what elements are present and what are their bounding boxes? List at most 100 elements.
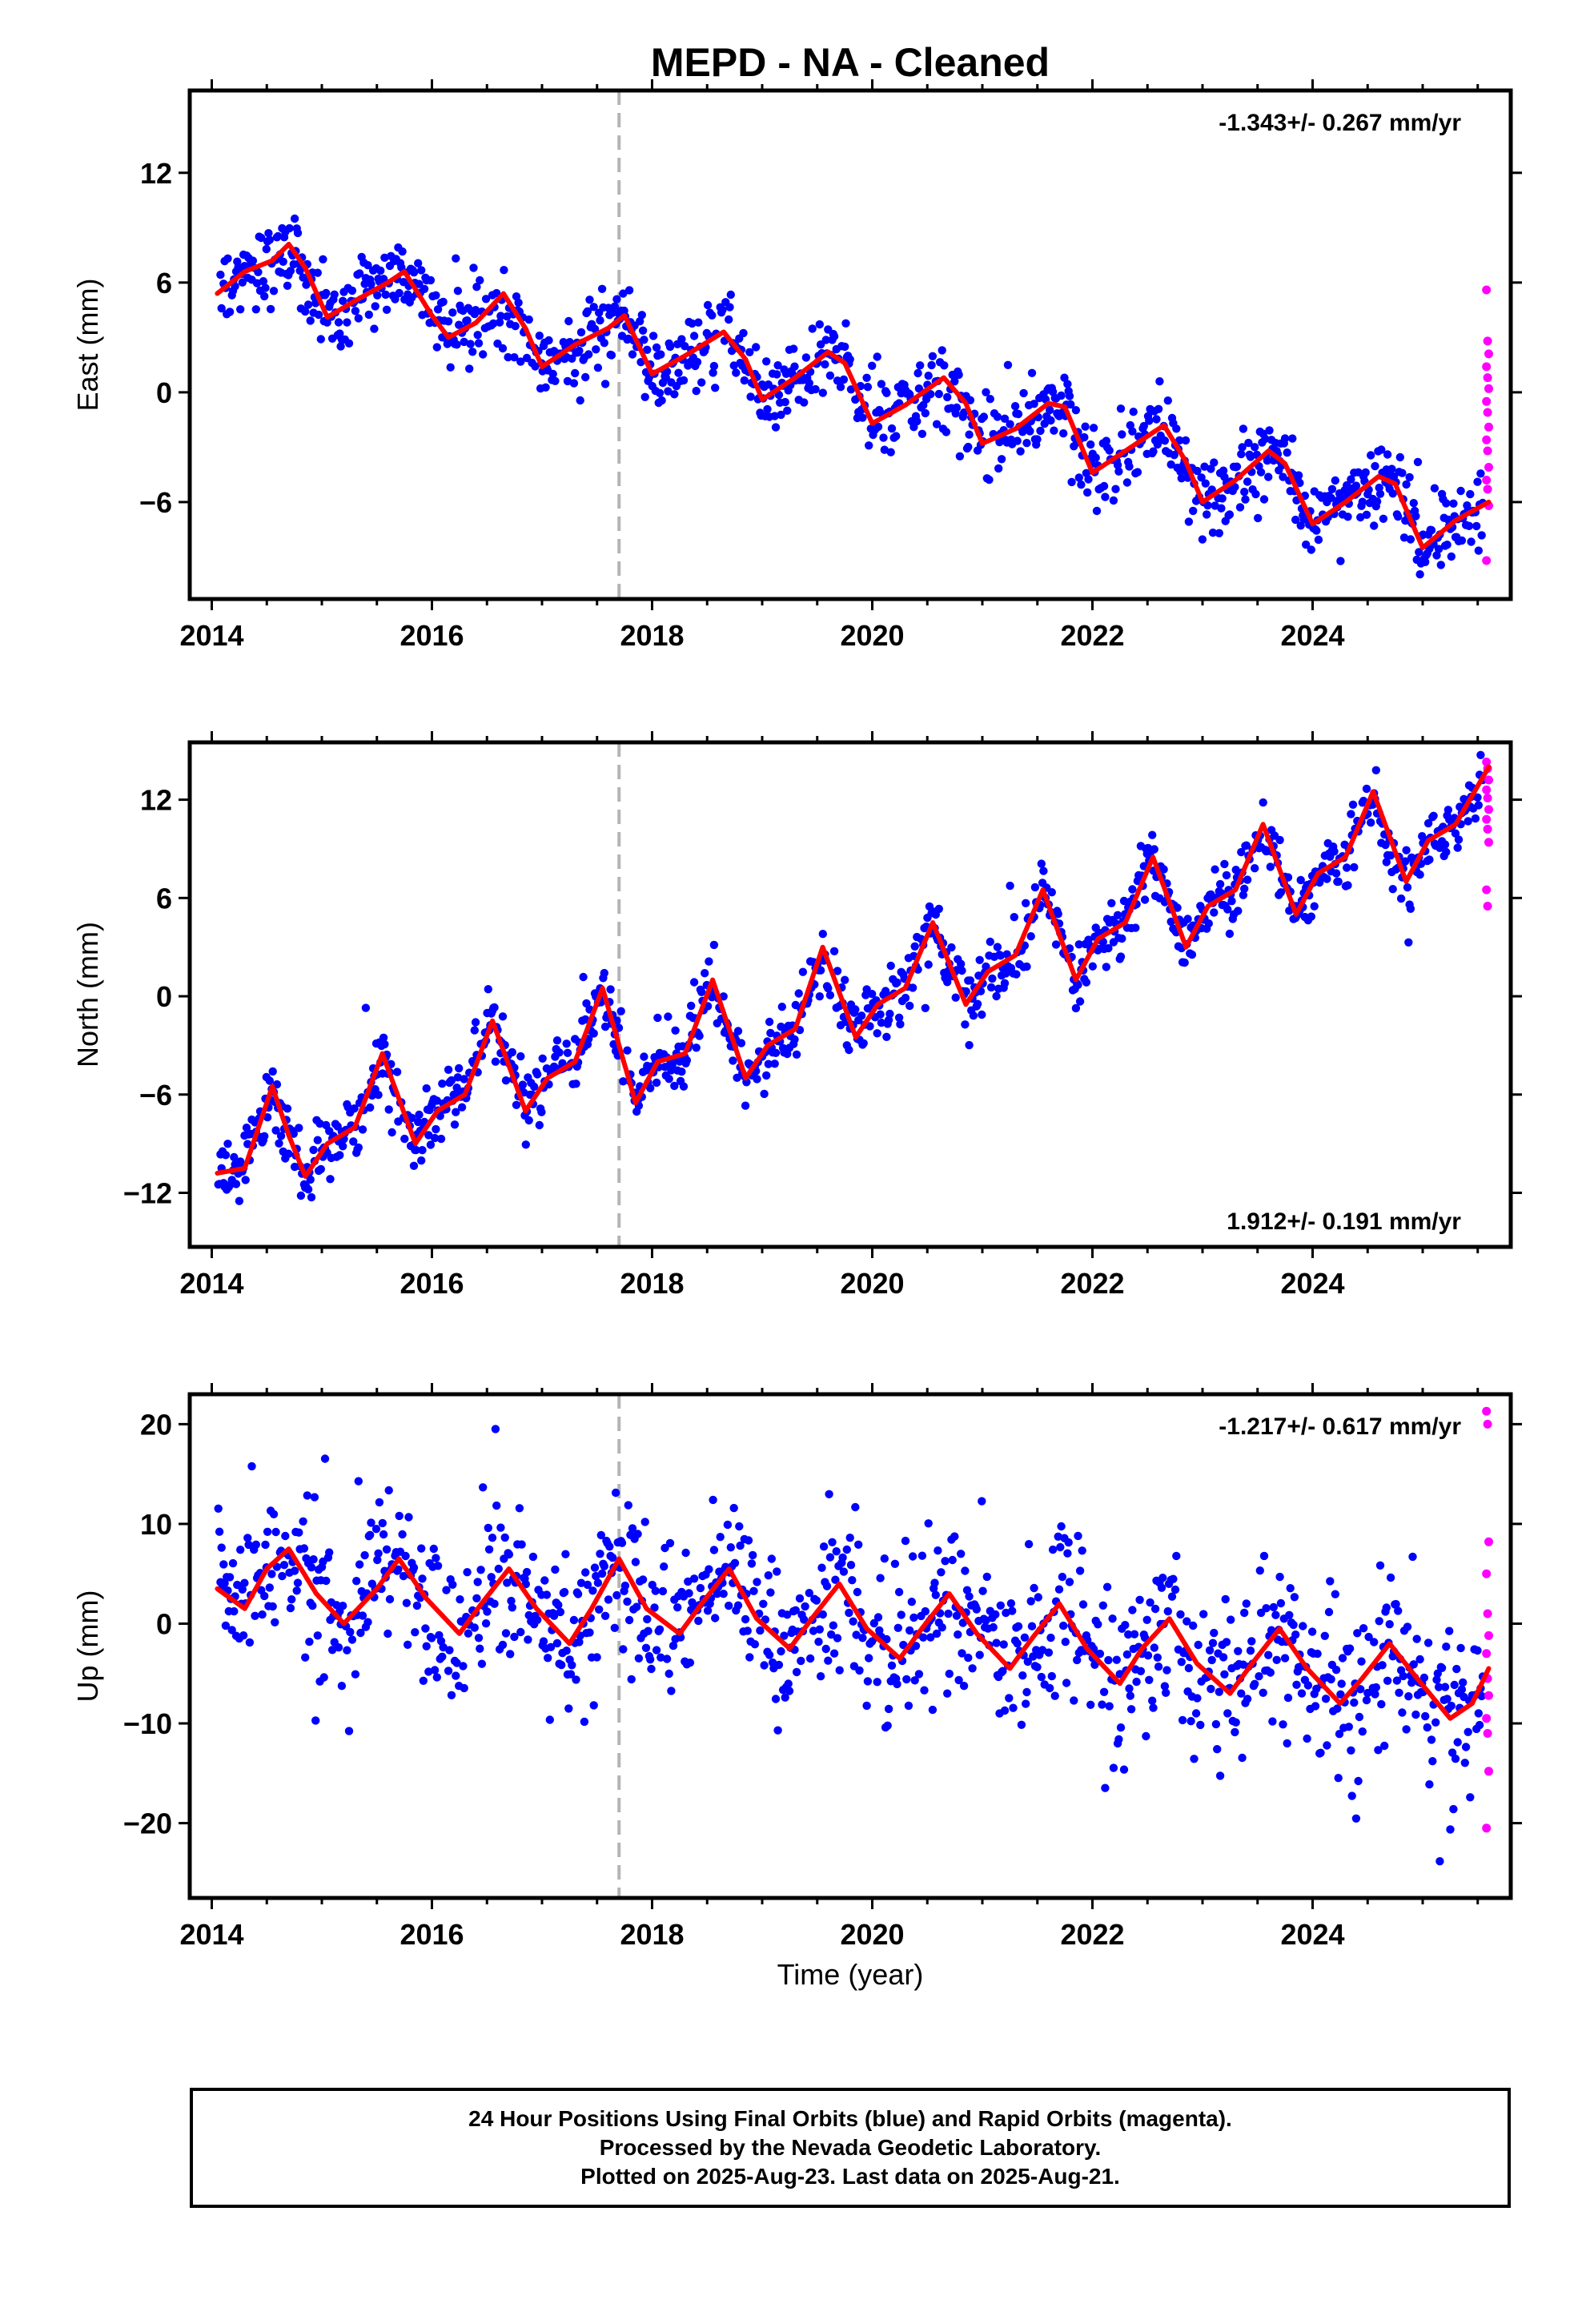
data-point <box>344 339 354 348</box>
data-point <box>684 1577 693 1586</box>
data-point <box>1204 919 1214 928</box>
data-point <box>1388 885 1397 894</box>
data-point <box>656 350 665 359</box>
data-point <box>1313 1649 1322 1659</box>
data-point <box>667 1687 676 1695</box>
data-point <box>998 1667 1007 1675</box>
data-point <box>593 1578 603 1587</box>
data-point <box>1073 1655 1082 1665</box>
data-point <box>1166 460 1175 469</box>
data-point <box>1375 1617 1383 1626</box>
data-point <box>1014 409 1023 419</box>
data-point <box>1000 414 1010 423</box>
data-point <box>1203 501 1212 510</box>
data-point <box>1323 875 1331 883</box>
data-point <box>581 1015 590 1024</box>
data-point <box>1122 1650 1132 1659</box>
data-point <box>545 1715 554 1724</box>
data-point <box>583 1580 592 1590</box>
data-point <box>901 993 910 1003</box>
data-point <box>973 999 982 1008</box>
data-point <box>1030 400 1038 408</box>
data-point <box>884 1015 893 1024</box>
data-point <box>1237 847 1246 857</box>
data-point <box>607 351 616 360</box>
data-point <box>636 317 644 326</box>
data-point <box>818 388 827 397</box>
data-point <box>1268 1717 1277 1726</box>
data-point <box>781 397 789 407</box>
data-point <box>510 1632 519 1642</box>
data-point <box>491 1057 500 1066</box>
data-point <box>1006 881 1014 891</box>
data-point <box>1460 1759 1470 1767</box>
data-point <box>893 1679 901 1689</box>
x-tick-label: 2020 <box>840 1267 904 1300</box>
data-point <box>1323 1741 1331 1750</box>
data-point <box>490 1599 499 1608</box>
data-point <box>660 1562 669 1571</box>
data-point <box>1371 766 1381 774</box>
data-point <box>911 1642 921 1651</box>
data-point <box>752 343 761 352</box>
data-point <box>301 1653 310 1662</box>
data-point <box>624 1615 634 1625</box>
data-point <box>746 392 755 401</box>
data-point <box>1395 1688 1403 1697</box>
data-point <box>299 1517 307 1526</box>
data-point <box>496 312 505 320</box>
data-point <box>1159 865 1168 874</box>
data-point <box>347 286 357 296</box>
data-point <box>245 1638 255 1647</box>
x-tick-label: 2018 <box>620 619 684 652</box>
data-point <box>1158 1574 1167 1582</box>
data-point <box>460 1075 468 1084</box>
data-point <box>1331 1666 1341 1675</box>
data-point <box>824 983 833 993</box>
data-point <box>1125 462 1134 471</box>
data-point <box>465 364 474 373</box>
data-point <box>552 1036 562 1045</box>
data-point <box>471 306 480 315</box>
data-point <box>948 1555 957 1565</box>
data-point <box>941 1557 950 1566</box>
data-point <box>905 1001 914 1011</box>
data-point <box>597 1569 607 1578</box>
data-point <box>1437 1663 1447 1672</box>
data-point <box>759 1599 768 1609</box>
data-point <box>562 1647 571 1655</box>
data-point <box>753 1075 761 1084</box>
data-point <box>1070 1696 1078 1705</box>
data-point <box>596 316 604 325</box>
data-point <box>395 288 404 298</box>
data-point <box>859 1039 868 1048</box>
data-point <box>401 1551 410 1561</box>
data-point <box>1267 1626 1276 1634</box>
data-point <box>503 312 512 321</box>
data-point <box>623 1597 632 1606</box>
data-point <box>448 308 457 317</box>
data-point <box>605 1542 614 1551</box>
rapid-point <box>1483 336 1492 346</box>
data-point <box>934 1546 942 1555</box>
data-point <box>945 1669 954 1679</box>
data-point <box>1239 424 1248 433</box>
rapid-point <box>1482 1406 1492 1416</box>
data-point <box>689 1574 699 1583</box>
data-point <box>951 993 960 1002</box>
data-point <box>349 1137 358 1146</box>
data-point <box>1450 1680 1459 1690</box>
data-point <box>1334 1774 1343 1783</box>
data-point <box>1316 1748 1325 1757</box>
data-point <box>409 268 419 277</box>
data-point <box>432 1554 440 1562</box>
data-point <box>624 286 634 295</box>
data-point <box>1207 1655 1216 1665</box>
data-point <box>631 1558 640 1566</box>
data-point <box>336 342 345 351</box>
data-point <box>670 1081 679 1091</box>
data-point <box>1246 1647 1255 1655</box>
data-point <box>808 324 817 333</box>
data-point <box>510 353 519 362</box>
data-point <box>1392 1676 1402 1685</box>
